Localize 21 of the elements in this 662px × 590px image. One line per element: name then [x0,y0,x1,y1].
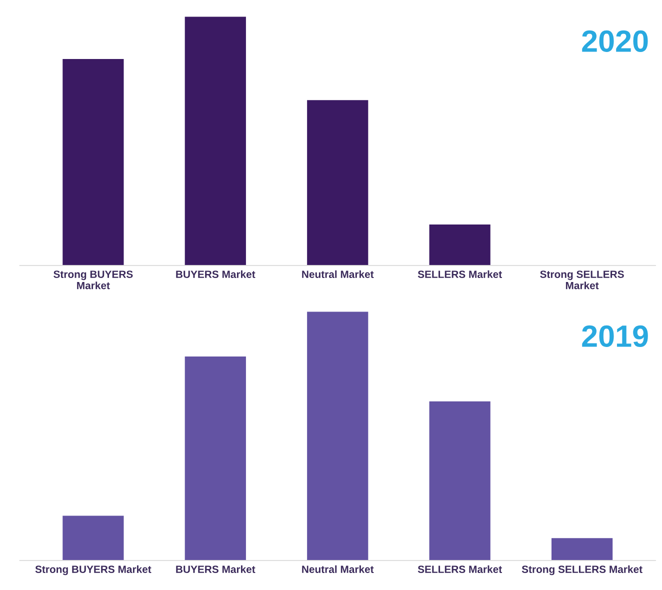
x-tick-label: SELLERS Market [418,270,502,278]
x-tick-label: Strong BUYERS Market [54,270,133,290]
bar [184,16,246,266]
bar [551,538,613,560]
x-tick-label: Strong SELLERS Market [522,565,642,576]
x-tick-label: Strong SELLERS Market [540,270,624,290]
x-tick-label: Neutral Market [302,270,374,278]
bar [184,356,246,560]
chart-title: 2020 [582,30,648,52]
x-tick-label: BUYERS Market [176,270,256,278]
bar [62,59,124,266]
bar [429,401,490,560]
bar [62,516,124,560]
bar [307,100,368,266]
x-tick-label: Neutral Market [302,565,374,574]
chart-title: 2019 [582,325,648,348]
x-tick-label: BUYERS Market [176,565,256,574]
x-tick-label: Strong BUYERS Market [35,565,152,576]
x-tick-label: SELLERS Market [418,565,502,574]
bar [429,224,490,266]
bar [307,312,368,560]
